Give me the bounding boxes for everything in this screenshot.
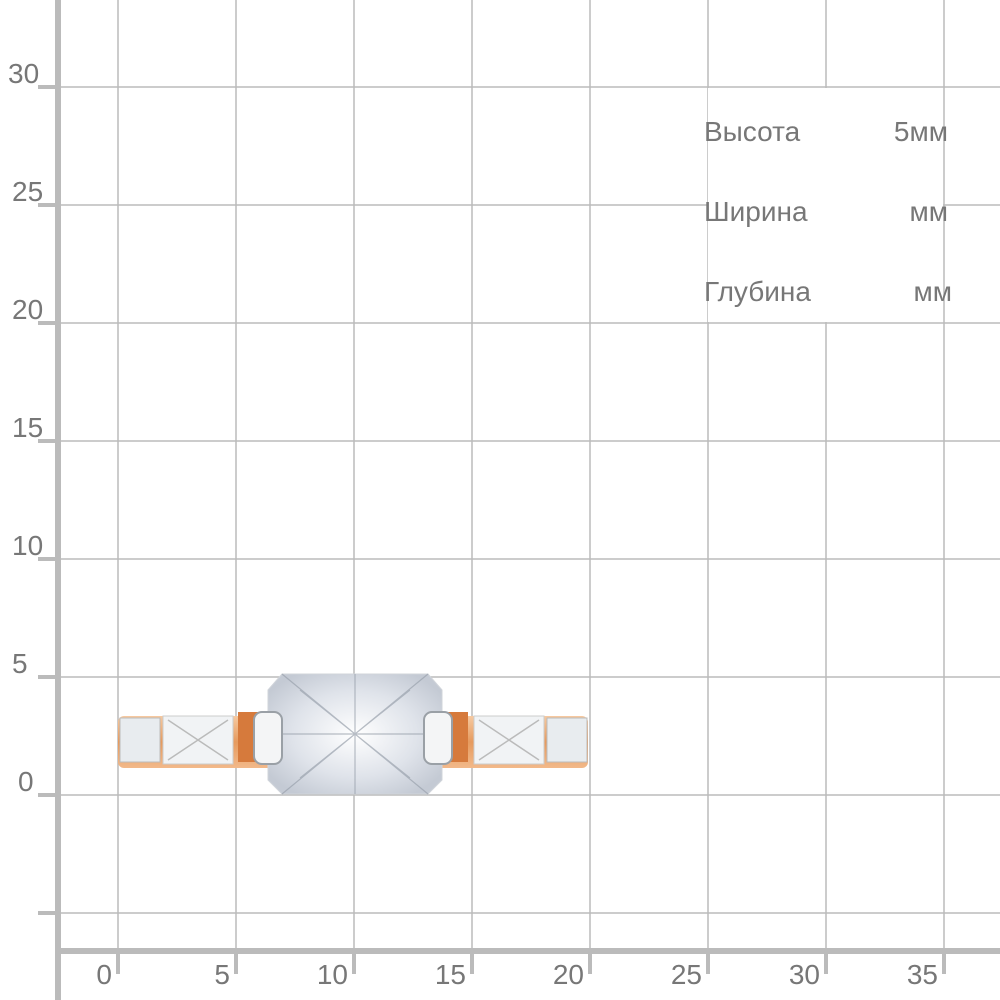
y-tick-label: 25 — [12, 176, 44, 207]
x-tick-label: 20 — [552, 959, 584, 990]
x-tick-label: 0 — [96, 959, 112, 990]
y-tick-label: 10 — [12, 530, 44, 561]
dimension-value: мм — [909, 196, 949, 227]
y-tick-label: 30 — [8, 58, 40, 89]
dimensions-panel: Высота 5мм Ширина мм Глубина мм — [704, 88, 952, 322]
y-tick-label: 0 — [18, 766, 34, 797]
x-tick-label: 5 — [214, 959, 230, 990]
x-tick-label: 25 — [670, 959, 702, 990]
dimension-label: Глубина — [704, 276, 811, 307]
dimension-label: Высота — [704, 116, 801, 147]
x-tick-label: 15 — [434, 959, 466, 990]
dimension-value: мм — [913, 276, 953, 307]
y-tick-label: 20 — [12, 294, 44, 325]
y-tick-label: 15 — [12, 412, 44, 443]
x-tick-label: 10 — [316, 959, 348, 990]
x-tick-label: 35 — [906, 959, 938, 990]
x-tick-label: 30 — [788, 959, 820, 990]
y-tick-label: 5 — [12, 648, 28, 679]
dimension-value: 5мм — [893, 116, 948, 147]
dimension-label: Ширина — [704, 196, 808, 227]
